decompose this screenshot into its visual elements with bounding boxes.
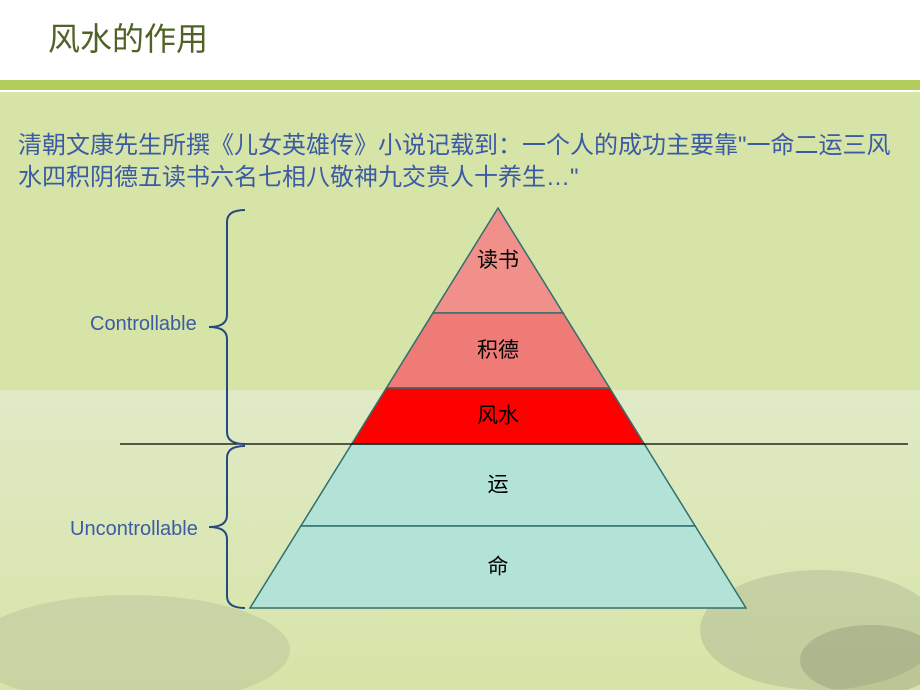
uncontrollable-label: Uncontrollable: [70, 518, 198, 541]
controllable-label: Controllable: [90, 313, 197, 336]
pyramid-label-0: 读书: [477, 249, 519, 272]
pyramid-label-3: 运: [488, 474, 509, 497]
pyramid-diagram: 读书积德风水运命 Controllable Uncontrollable: [0, 198, 920, 668]
brace-uncontrollable: [209, 446, 245, 608]
slide-title: 风水的作用: [48, 14, 208, 60]
brace-controllable: [209, 210, 245, 444]
slide: 风水的作用 清朝文康先生所撰《儿女英雄传》小说记载到：一个人的成功主要靠"一命二…: [0, 0, 920, 690]
pyramid-label-2: 风水: [477, 405, 519, 428]
pyramid-label-1: 积德: [477, 339, 519, 362]
body-text: 清朝文康先生所撰《儿女英雄传》小说记载到：一个人的成功主要靠"一命二运三风水四积…: [18, 130, 902, 194]
accent-bar: [0, 78, 920, 92]
pyramid-label-4: 命: [488, 556, 509, 579]
